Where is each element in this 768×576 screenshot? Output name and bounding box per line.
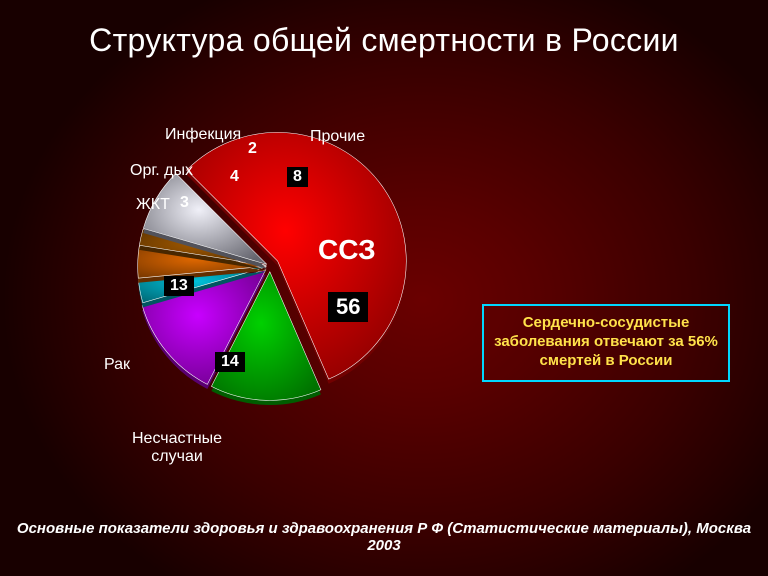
value-accidents: 14 (215, 352, 245, 372)
major-slice-label: ССЗ (318, 234, 376, 266)
callout-box: Сердечно-сосудистые заболевания отвечают… (482, 304, 730, 382)
value-other: 8 (287, 167, 308, 187)
value-gkt: 3 (180, 194, 189, 212)
value-cancer: 13 (164, 276, 194, 296)
label-cancer: Рак (104, 356, 130, 374)
pie-svg (100, 110, 440, 450)
label-accidents: Несчастныеслучаи (132, 430, 222, 465)
pie-chart: Прочие Инфекция Орг. дых ЖКТ Рак Несчаст… (100, 110, 440, 450)
source-footer: Основные показатели здоровья и здравоохр… (0, 520, 768, 554)
label-resp: Орг. дых (130, 162, 193, 180)
page-title: Структура общей смертности в России (0, 22, 768, 59)
value-ssz: 56 (328, 292, 368, 322)
label-gkt: ЖКТ (136, 196, 170, 214)
value-resp: 4 (230, 168, 239, 186)
label-infect: Инфекция (165, 126, 241, 144)
value-infect: 2 (248, 140, 257, 158)
label-other: Прочие (310, 128, 365, 146)
